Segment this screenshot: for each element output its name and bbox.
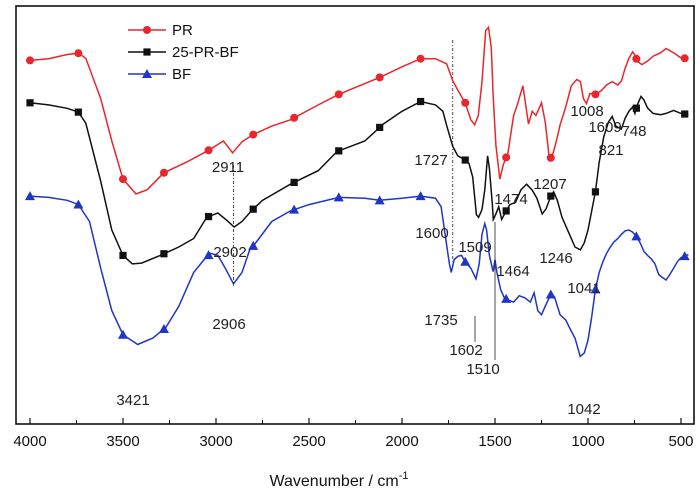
marker-bf-960 (590, 284, 601, 294)
marker-pr-1200 (546, 153, 555, 162)
marker-bf-3500 (118, 329, 128, 339)
x-axis-label: Wavenumber / cm-1 (270, 470, 409, 490)
series-line-pr (29, 25, 689, 195)
marker-25-pr-bf-1200 (547, 192, 555, 200)
peak-label-748: 748 (621, 123, 646, 140)
legend: PR 25-PR-BF BF (128, 22, 239, 83)
peak-label-1600: 1600 (415, 225, 448, 242)
marker-25-pr-bf-960 (591, 188, 600, 196)
x-axis: 4000 3500 3000 2500 2000 1500 1000 500 (13, 418, 694, 450)
marker-pr-1660 (461, 98, 470, 107)
guide-lines (233, 40, 454, 286)
marker-25-pr-bf-1900 (417, 97, 425, 106)
x-tick-label-3000: 3000 (199, 433, 232, 450)
x-tick-label-500: 500 (668, 433, 693, 450)
marker-pr-1440 (502, 153, 511, 162)
peak-label-1509: 1509 (458, 239, 491, 256)
marker-25-pr-bf-3500 (119, 251, 127, 260)
marker-25-pr-bf-3040 (204, 212, 213, 221)
peak-label-1735: 1735 (424, 312, 457, 329)
peak-label-1602: 1602 (449, 342, 482, 359)
x-tick-label-1500: 1500 (478, 433, 511, 450)
marker-pr-4000 (26, 56, 34, 65)
peak-label-3421: 3421 (116, 392, 149, 409)
x-tick-label-3500: 3500 (106, 433, 139, 450)
marker-bf-4000 (25, 191, 35, 201)
marker-25-pr-bf-1660 (461, 156, 469, 164)
marker-25-pr-bf-2120 (376, 123, 384, 131)
marker-bf-740 (631, 231, 642, 241)
peak-label-2911: 2911 (212, 159, 244, 176)
marker-bf-2120 (374, 195, 385, 205)
peak-label-2906: 2906 (212, 316, 245, 333)
marker-25-pr-bf-1440 (502, 207, 510, 215)
marker-pr-3500 (119, 175, 127, 184)
marker-pr-3740 (74, 49, 83, 58)
marker-bf-3280 (158, 324, 169, 334)
peak-label-1510: 1510 (466, 361, 499, 378)
marker-pr-2340 (334, 90, 343, 99)
marker-25-pr-bf-2800 (249, 205, 257, 213)
plot-frame (15, 5, 695, 425)
series-lines (29, 25, 689, 358)
marker-bf-1200 (545, 289, 556, 299)
marker-25-pr-bf-3280 (160, 250, 168, 258)
marker-pr-2800 (249, 130, 258, 139)
marker-bf-480 (679, 251, 690, 261)
peak-label-1041: 1041 (567, 280, 600, 297)
x-axis-label-superscript: -1 (399, 470, 409, 482)
marker-bf-1900 (415, 191, 426, 201)
series-line-25-pr-bf (29, 94, 689, 265)
marker-bf-3040 (203, 250, 214, 260)
marker-pr-480 (680, 54, 689, 63)
marker-bf-1440 (501, 293, 512, 303)
peak-label-1008: 1008 (570, 103, 603, 120)
x-tick-label-4000: 4000 (13, 433, 46, 450)
legend-marker-bf (142, 69, 152, 78)
legend-label-bf: BF (172, 66, 191, 83)
peak-label-1207: 1207 (533, 176, 566, 193)
marker-bf-1660 (460, 256, 471, 266)
marker-25-pr-bf-3740 (74, 108, 82, 116)
legend-label-25-pr-bf: 25-PR-BF (172, 44, 239, 61)
legend-marker-25-pr-bf (143, 48, 151, 56)
marker-pr-3280 (159, 168, 168, 177)
marker-25-pr-bf-2580 (290, 178, 298, 186)
x-tick-label-1000: 1000 (571, 433, 604, 450)
series-markers (25, 49, 690, 339)
marker-bf-2580 (289, 204, 300, 214)
marker-bf-2800 (248, 240, 259, 250)
series-line-bf (29, 195, 689, 358)
marker-25-pr-bf-740 (632, 104, 640, 112)
marker-pr-960 (591, 90, 600, 99)
peak-label-2902: 2902 (213, 244, 246, 261)
peak-label-1474: 1474 (494, 191, 527, 208)
peak-label-1246: 1246 (539, 250, 572, 267)
x-tick-label-2000: 2000 (385, 433, 418, 450)
legend-label-pr: PR (172, 22, 193, 39)
peak-label-1464: 1464 (496, 263, 529, 280)
peak-label-1609: 1609 (588, 119, 621, 136)
marker-25-pr-bf-4000 (26, 99, 34, 107)
marker-pr-2120 (375, 73, 384, 82)
marker-25-pr-bf-480 (681, 110, 689, 118)
legend-marker-pr (143, 26, 151, 34)
marker-pr-740 (632, 54, 641, 63)
marker-pr-2580 (290, 113, 299, 122)
marker-pr-3040 (204, 146, 213, 155)
peak-label-1727: 1727 (414, 152, 447, 169)
marker-25-pr-bf-2340 (335, 147, 343, 155)
marker-pr-1900 (416, 54, 425, 63)
peak-label-1042: 1042 (567, 401, 600, 418)
marker-bf-2340 (333, 192, 344, 202)
x-tick-label-2500: 2500 (292, 433, 325, 450)
peak-label-821: 821 (598, 142, 623, 159)
marker-bf-3740 (73, 199, 84, 209)
